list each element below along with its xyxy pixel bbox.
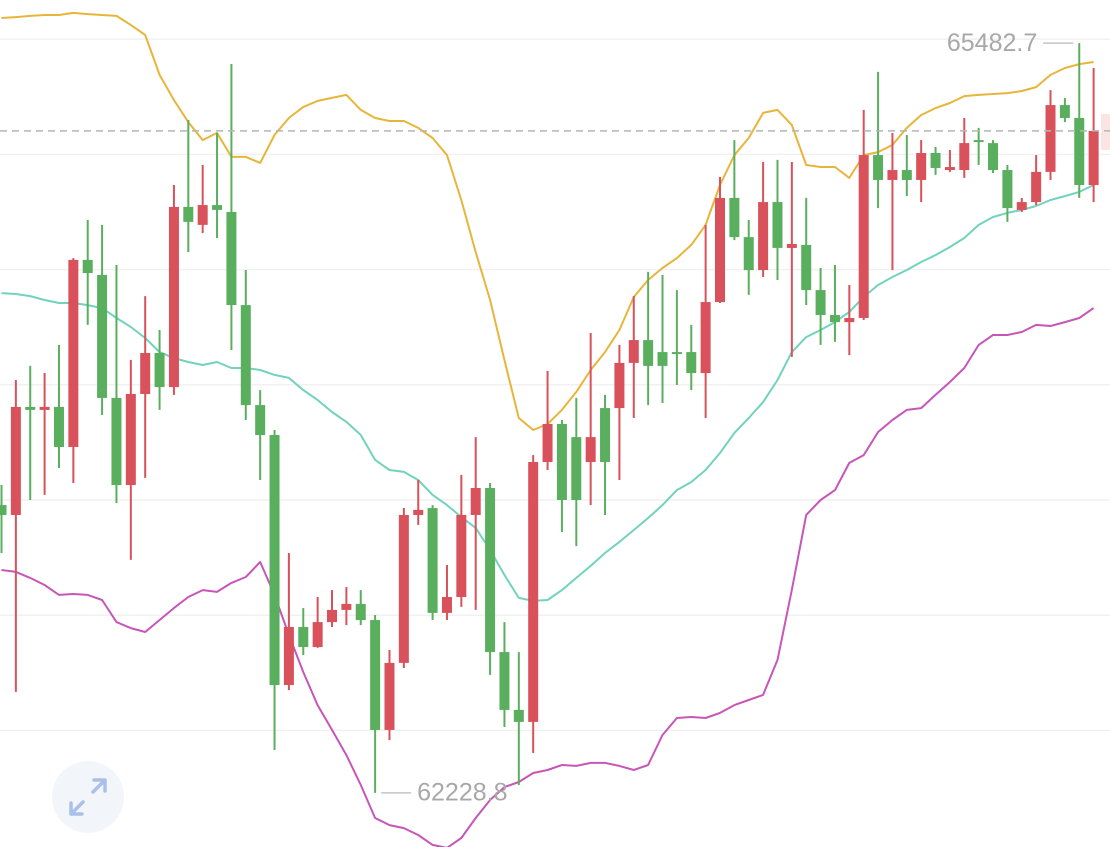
candle-body bbox=[140, 352, 151, 395]
candle-body bbox=[887, 170, 898, 180]
candle-body bbox=[628, 340, 639, 363]
candle-body bbox=[556, 423, 567, 500]
candle-body bbox=[973, 140, 984, 143]
candle-body bbox=[341, 603, 352, 610]
candle-body bbox=[930, 152, 941, 168]
candle-body bbox=[1074, 117, 1085, 186]
candle-body bbox=[25, 406, 36, 410]
candle-body bbox=[1031, 171, 1042, 203]
candle-body bbox=[1016, 202, 1027, 210]
candle-body bbox=[571, 437, 582, 500]
candle-body bbox=[657, 352, 668, 366]
max-label: 65482.7 bbox=[947, 29, 1037, 57]
candle-body bbox=[758, 202, 769, 271]
candle-body bbox=[1045, 105, 1056, 172]
candle-body bbox=[700, 302, 711, 374]
candle-body bbox=[801, 244, 812, 291]
candle-body bbox=[671, 352, 682, 355]
candle-body bbox=[240, 305, 251, 406]
candle-body bbox=[844, 317, 855, 323]
candle-body bbox=[370, 620, 381, 730]
candle-body bbox=[298, 626, 309, 648]
candle-body bbox=[197, 205, 208, 225]
candle-body bbox=[815, 290, 826, 315]
candle-body bbox=[944, 167, 955, 171]
candle-body bbox=[441, 597, 452, 613]
candle-body bbox=[1088, 130, 1099, 186]
candle-body bbox=[384, 662, 395, 730]
candles bbox=[0, 43, 1110, 793]
candle-body bbox=[212, 205, 223, 210]
candle-body bbox=[729, 197, 740, 238]
price-tag bbox=[1101, 114, 1110, 150]
candle-body bbox=[0, 505, 7, 515]
candle-body bbox=[68, 259, 79, 448]
candle-body bbox=[226, 211, 237, 306]
expand-button-bg[interactable] bbox=[52, 761, 124, 833]
candle-body bbox=[456, 514, 467, 598]
candle-body bbox=[528, 461, 539, 722]
candle-body bbox=[111, 397, 122, 486]
candle-body bbox=[355, 603, 366, 621]
candle-body bbox=[901, 170, 912, 180]
grid bbox=[0, 38, 1110, 732]
candle-body bbox=[168, 206, 179, 388]
candle-body bbox=[1002, 170, 1013, 209]
candle-body bbox=[154, 352, 165, 388]
candle-body bbox=[312, 622, 323, 648]
candle-body bbox=[585, 437, 596, 462]
candle-body bbox=[600, 408, 611, 462]
candle-body bbox=[614, 362, 625, 409]
band-middle bbox=[1, 184, 1095, 602]
candle-body bbox=[858, 155, 869, 318]
candle-body bbox=[283, 626, 294, 686]
expand-button[interactable] bbox=[52, 761, 124, 833]
candle-body bbox=[916, 152, 927, 180]
candle-body bbox=[542, 423, 553, 462]
candle-body bbox=[398, 514, 409, 663]
candle-body bbox=[873, 155, 884, 180]
min-label: 62228.8 bbox=[417, 779, 507, 807]
candle-body bbox=[485, 488, 496, 653]
candle-body bbox=[470, 488, 481, 515]
candle-body bbox=[269, 435, 280, 686]
candle-body bbox=[255, 405, 266, 436]
candle-body bbox=[97, 274, 108, 398]
band-lower bbox=[1, 307, 1095, 847]
candle-body bbox=[829, 314, 840, 323]
candle-body bbox=[686, 352, 697, 374]
candle-body bbox=[743, 237, 754, 271]
candle-body bbox=[327, 609, 338, 623]
annotations: 65482.7 62228.8 bbox=[381, 29, 1074, 807]
candle-body bbox=[82, 259, 93, 274]
candle-body bbox=[125, 394, 136, 486]
candle-body bbox=[1059, 105, 1070, 118]
candle-body bbox=[959, 143, 970, 171]
candle-body bbox=[10, 406, 21, 515]
candle-body bbox=[53, 406, 64, 448]
candle-body bbox=[513, 709, 524, 722]
candle-body bbox=[183, 206, 194, 222]
candle-body bbox=[715, 197, 725, 303]
candle-body bbox=[499, 652, 510, 710]
expand-icon[interactable] bbox=[69, 778, 107, 816]
candle-body bbox=[988, 143, 999, 171]
candle-body bbox=[643, 340, 654, 366]
candle-body bbox=[427, 508, 438, 613]
candle-body bbox=[786, 244, 797, 248]
candle-body bbox=[772, 202, 783, 248]
candle-body bbox=[39, 406, 50, 410]
candle-body bbox=[413, 509, 424, 515]
